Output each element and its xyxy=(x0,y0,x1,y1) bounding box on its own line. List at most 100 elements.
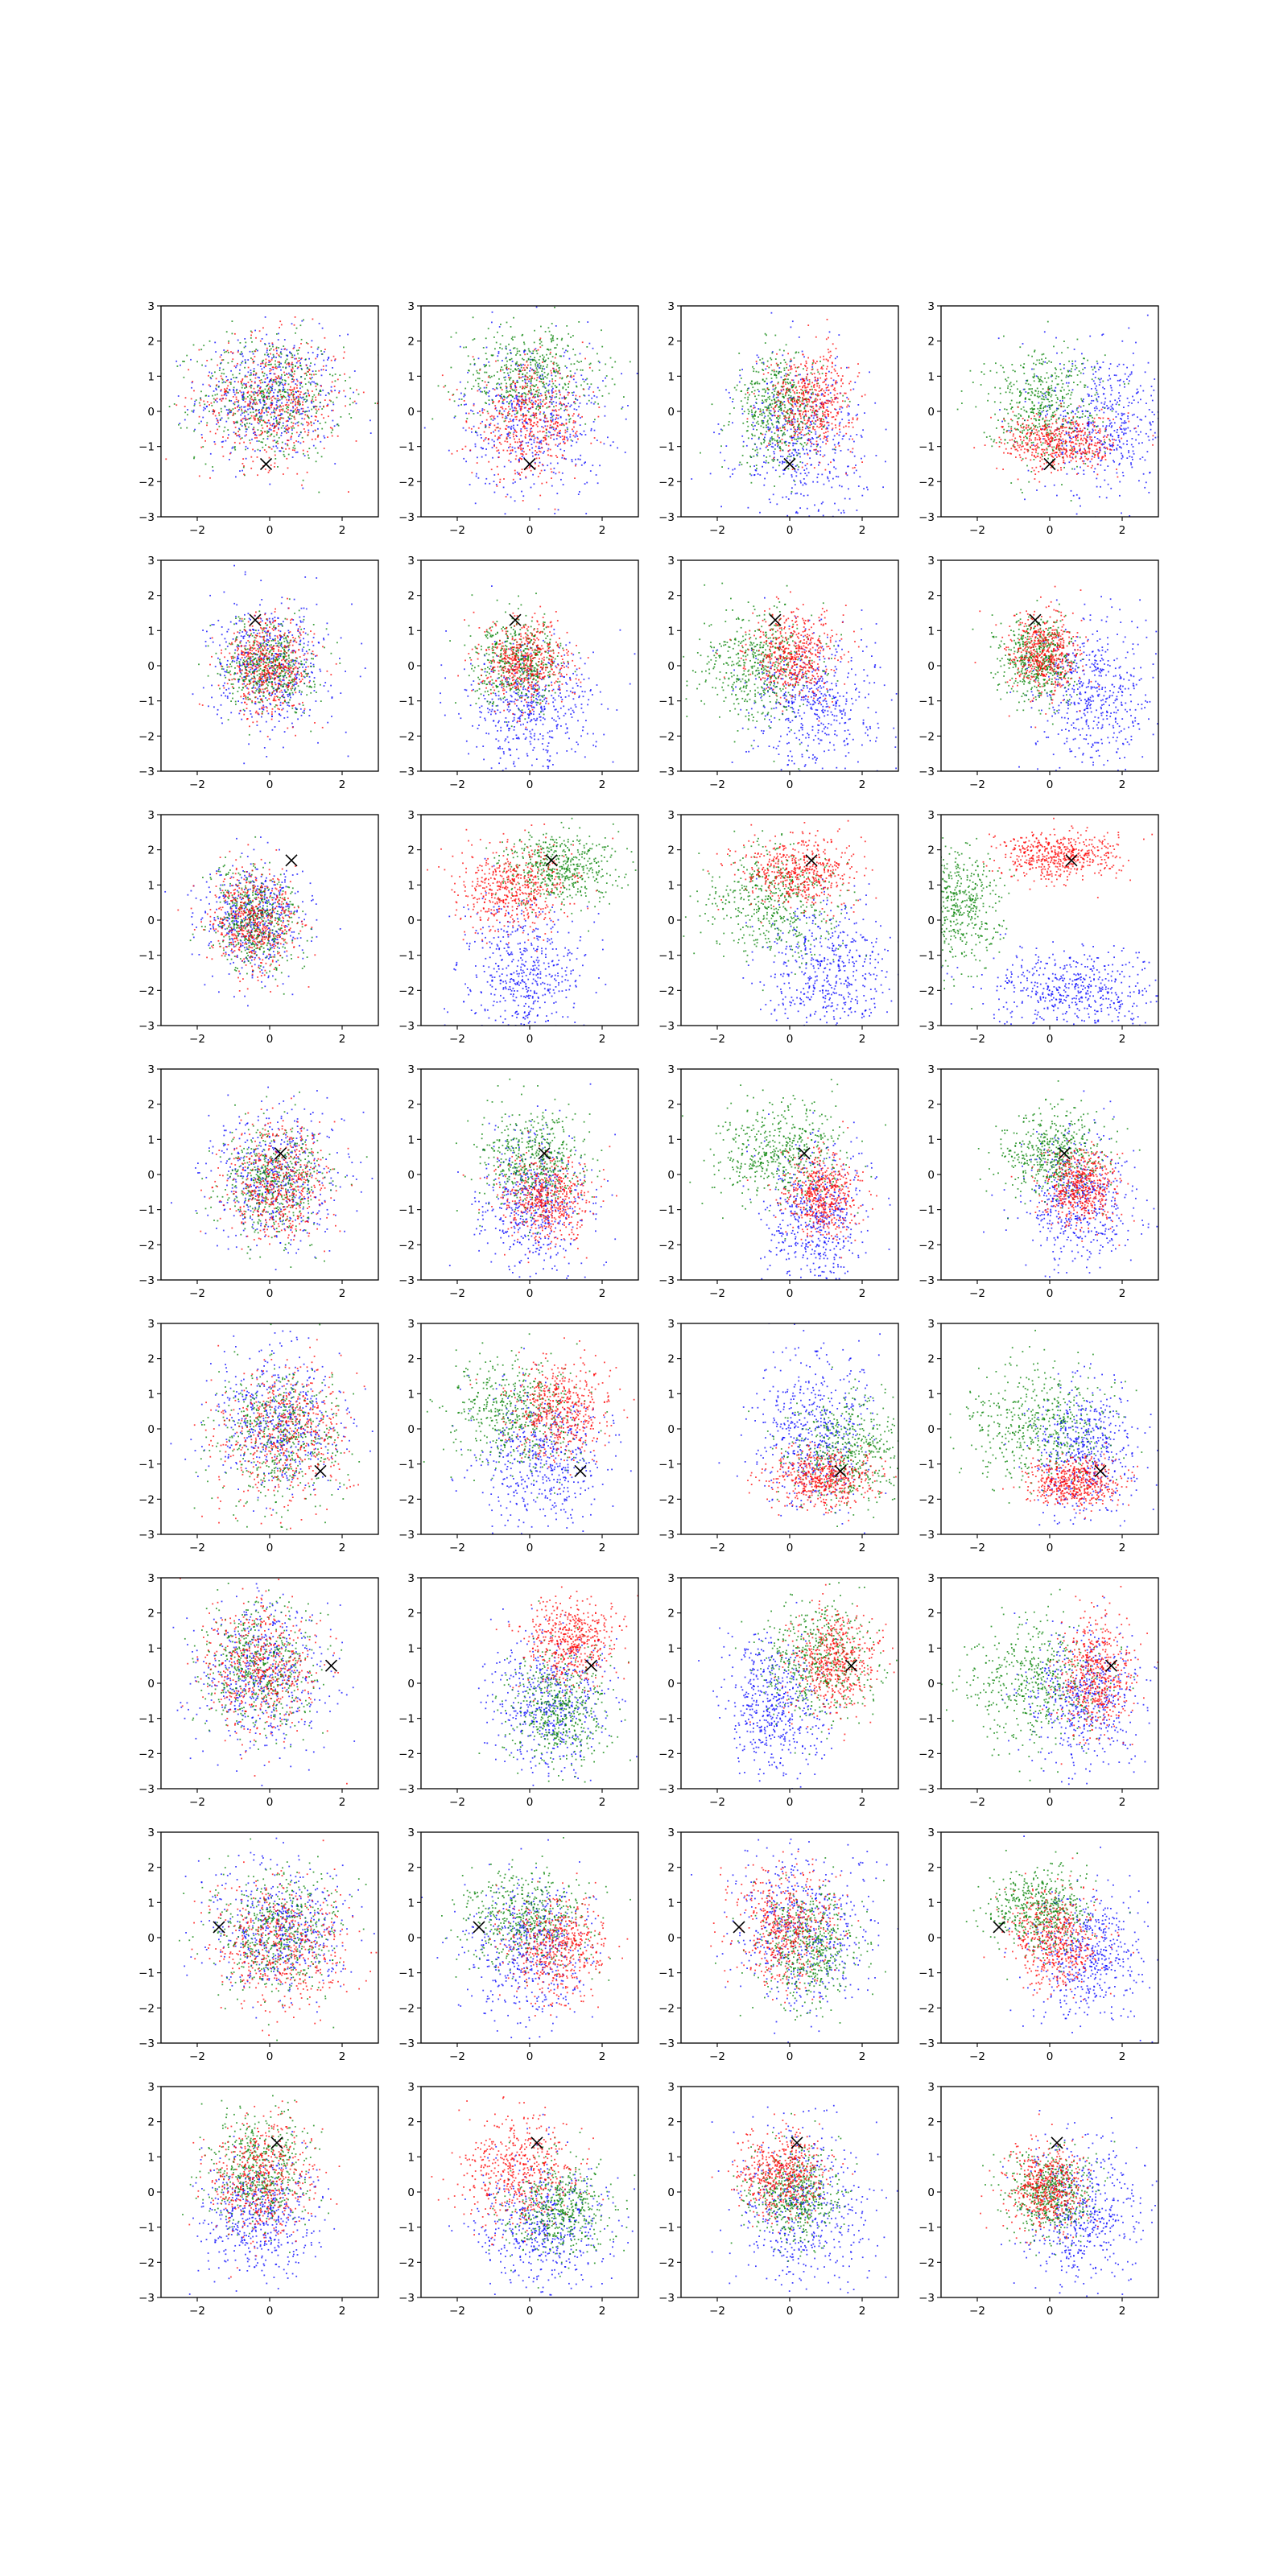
green-point xyxy=(292,397,295,399)
red-point xyxy=(514,441,516,444)
red-point xyxy=(268,359,270,361)
blue-point xyxy=(592,464,594,467)
red-point xyxy=(767,372,770,374)
blue-point xyxy=(525,421,527,423)
green-point xyxy=(510,394,512,396)
green-point xyxy=(227,429,229,431)
green-point xyxy=(568,332,570,335)
green-point xyxy=(278,381,279,383)
green-point xyxy=(280,427,283,429)
blue-point xyxy=(561,456,564,459)
blue-point xyxy=(453,416,456,419)
blue-point xyxy=(1138,442,1140,444)
blue-point xyxy=(506,433,508,436)
red-point xyxy=(521,406,523,407)
blue-point xyxy=(512,419,514,421)
blue-point xyxy=(579,424,581,426)
blue-point xyxy=(266,438,269,440)
red-point xyxy=(563,403,564,405)
blue-point xyxy=(544,425,547,427)
green-point xyxy=(552,335,554,337)
blue-point xyxy=(825,389,828,391)
green-point xyxy=(522,374,523,376)
red-point xyxy=(786,423,788,425)
green-point xyxy=(788,374,790,376)
red-point xyxy=(791,365,792,367)
red-point xyxy=(269,435,271,437)
red-point xyxy=(281,395,283,398)
red-point xyxy=(535,423,538,426)
blue-point xyxy=(296,367,299,369)
red-point xyxy=(558,471,560,473)
green-point xyxy=(773,459,775,460)
blue-point xyxy=(869,371,870,374)
red-point xyxy=(812,359,815,361)
red-point xyxy=(275,367,278,369)
blue-point xyxy=(539,378,541,379)
green-point xyxy=(537,371,539,374)
red-point xyxy=(310,346,312,348)
red-point xyxy=(787,389,789,391)
red-point xyxy=(551,398,553,401)
red-point xyxy=(555,405,557,407)
blue-point xyxy=(235,476,237,478)
green-point xyxy=(292,411,294,413)
red-point xyxy=(852,448,854,450)
blue-point xyxy=(266,411,268,413)
blue-point xyxy=(247,359,250,361)
green-point xyxy=(597,402,599,405)
red-point xyxy=(495,447,497,449)
green-point xyxy=(231,332,233,335)
blue-point xyxy=(487,392,489,394)
red-point xyxy=(806,389,807,391)
red-point xyxy=(794,400,795,402)
green-point xyxy=(754,415,756,417)
green-point xyxy=(182,361,184,362)
blue-point xyxy=(497,351,500,353)
red-point xyxy=(813,383,815,386)
red-point xyxy=(805,362,807,365)
red-point xyxy=(512,381,514,383)
red-point xyxy=(343,390,345,392)
red-point xyxy=(805,378,807,380)
blue-point xyxy=(1096,398,1097,400)
green-point xyxy=(477,372,479,374)
green-point xyxy=(266,407,268,409)
red-point xyxy=(275,409,277,411)
green-point xyxy=(543,413,545,415)
green-point xyxy=(792,448,795,451)
red-point xyxy=(782,382,784,385)
green-point xyxy=(588,399,590,402)
red-point xyxy=(244,401,246,402)
blue-point xyxy=(593,429,596,431)
blue-point xyxy=(590,402,592,404)
blue-point xyxy=(213,441,216,443)
red-point xyxy=(551,372,552,374)
blue-point xyxy=(529,369,530,372)
red-point xyxy=(532,412,535,414)
red-point xyxy=(840,378,843,380)
green-point xyxy=(204,403,206,406)
green-point xyxy=(736,384,738,386)
blue-point xyxy=(819,407,821,409)
green-point xyxy=(505,345,507,348)
blue-point xyxy=(782,473,785,475)
red-point xyxy=(818,427,820,428)
green-point xyxy=(564,408,567,411)
red-point xyxy=(518,364,520,366)
blue-point xyxy=(233,389,234,390)
blue-point xyxy=(791,487,793,489)
red-point xyxy=(563,437,565,440)
blue-point xyxy=(506,369,508,371)
red-point xyxy=(519,430,522,432)
red-point xyxy=(802,386,804,388)
blue-point xyxy=(489,482,491,485)
blue-point xyxy=(1145,481,1147,484)
red-point xyxy=(268,387,270,390)
blue-point xyxy=(603,443,605,445)
red-point xyxy=(802,353,804,356)
red-point xyxy=(832,416,835,418)
green-point xyxy=(770,413,772,415)
green-point xyxy=(510,432,511,434)
blue-point xyxy=(579,491,580,493)
